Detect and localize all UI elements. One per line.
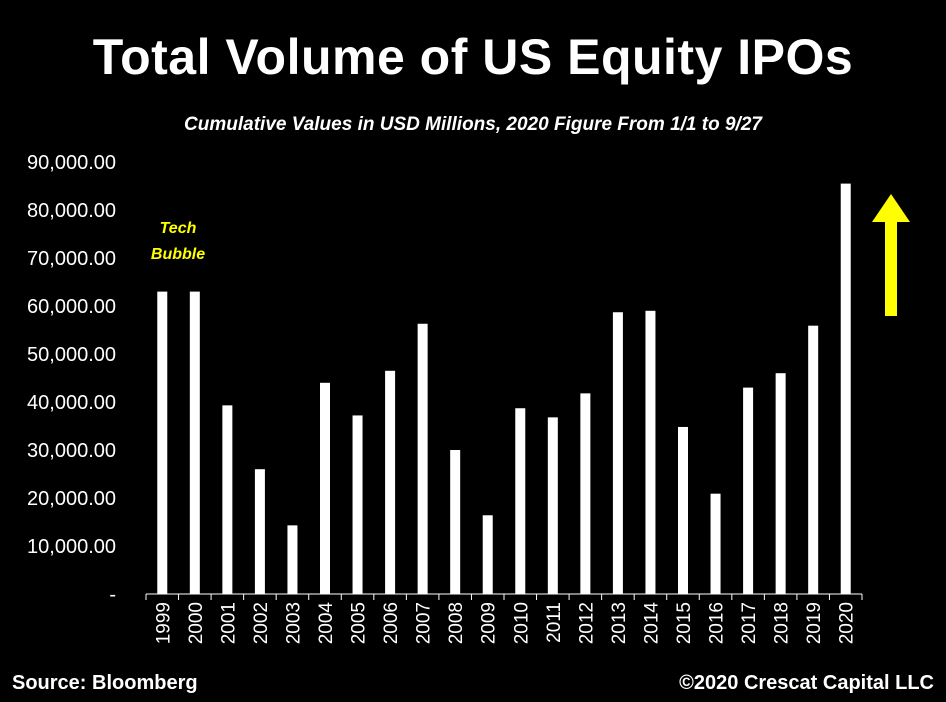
bar-2014 (645, 310, 656, 594)
y-tick-label: 10,000.00 (27, 536, 116, 558)
x-tick-label: 2004 (316, 602, 337, 645)
bar-2003 (287, 525, 298, 594)
chart-subtitle: Cumulative Values in USD Millions, 2020 … (184, 114, 762, 135)
x-tick-label: 2008 (446, 602, 467, 644)
bar-1999 (157, 291, 168, 594)
x-tick-label: 2000 (186, 602, 207, 644)
y-tick-label: - (109, 584, 116, 606)
y-tick-label: 40,000.00 (27, 392, 116, 414)
x-tick-label: 2016 (707, 602, 728, 644)
x-tick-label: 2018 (772, 602, 793, 644)
y-tick-label: 60,000.00 (27, 296, 116, 318)
bar-2020 (840, 183, 851, 594)
bar-2011 (547, 417, 558, 594)
bar-2015 (678, 426, 688, 594)
x-tick-label: 2007 (414, 602, 435, 644)
x-tick-label: 2003 (283, 602, 304, 644)
tech-bubble-annotation: Bubble (151, 246, 205, 263)
up-arrow-icon (872, 194, 910, 316)
bar-2019 (808, 325, 819, 594)
y-tick-label: 30,000.00 (27, 440, 116, 462)
bar-2012 (580, 393, 591, 594)
x-tick-label: 2011 (544, 602, 565, 643)
bar-2006 (385, 370, 396, 594)
bar-2016 (710, 493, 721, 594)
x-tick-label: 2010 (511, 602, 532, 644)
x-tick-label: 2001 (218, 602, 239, 644)
bar-2018 (775, 373, 786, 594)
bar-2002 (254, 469, 265, 594)
y-tick-label: 20,000.00 (27, 488, 116, 510)
bar-2004 (320, 382, 330, 594)
x-tick-label: 2009 (479, 602, 500, 644)
x-tick-label: 1999 (153, 602, 174, 644)
x-tick-label: 2014 (641, 602, 662, 645)
x-tick-label: 2013 (609, 602, 630, 644)
y-tick-label: 70,000.00 (27, 248, 116, 270)
bar-2013 (612, 312, 623, 594)
bar-2000 (189, 291, 200, 594)
bar-2007 (417, 323, 428, 594)
tech-bubble-annotation: Tech (160, 220, 197, 237)
y-tick-label: 50,000.00 (27, 344, 116, 366)
x-tick-label: 2002 (251, 602, 272, 644)
bar-2005 (352, 415, 363, 594)
x-tick-label: 2012 (576, 602, 597, 644)
bar-2001 (222, 405, 233, 594)
bar-2017 (743, 387, 754, 594)
y-tick-label: 80,000.00 (27, 200, 116, 222)
x-tick-label: 2017 (739, 602, 760, 644)
source-label: Source: Bloomberg (12, 672, 198, 694)
x-tick-label: 2015 (674, 602, 695, 644)
x-tick-label: 2020 (837, 602, 858, 644)
y-tick-label: 90,000.00 (27, 152, 116, 174)
bar-2010 (515, 408, 526, 594)
x-tick-label: 2005 (349, 602, 370, 644)
copyright-label: ©2020 Crescat Capital LLC (679, 672, 934, 694)
x-tick-label: 2006 (381, 602, 402, 644)
x-tick-label: 2019 (804, 602, 825, 644)
bar-2009 (482, 515, 493, 594)
bar-2008 (450, 450, 461, 594)
chart-title: Total Volume of US Equity IPOs (92, 29, 854, 85)
